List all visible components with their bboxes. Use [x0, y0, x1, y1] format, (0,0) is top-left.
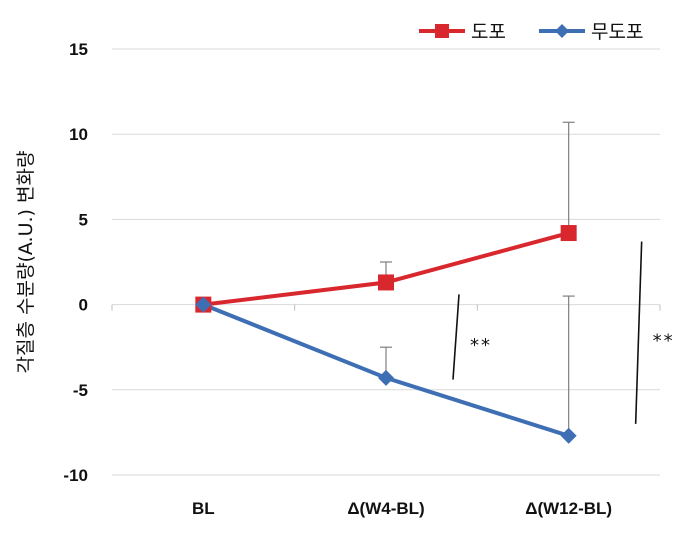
significance-label: ** [470, 335, 492, 356]
legend-label: 도포 [471, 21, 506, 43]
x-tick-label: Δ(W4-BL) [347, 499, 424, 518]
x-tick-label: Δ(W12-BL) [525, 499, 612, 518]
y-tick-label: 0 [79, 296, 88, 315]
significance-label: ** [653, 331, 675, 352]
data-point-diamond [378, 369, 394, 386]
x-tick-labels: BL Δ(W4-BL) Δ(W12-BL) [192, 499, 612, 518]
y-axis-title: 각질층 수분량(A.U.) 변화량 [15, 151, 37, 374]
legend-square-icon [435, 24, 449, 38]
y-tick-label: 10 [69, 125, 88, 144]
data-point-diamond [560, 427, 577, 444]
y-tick-label: -10 [63, 466, 88, 485]
data-point-square [378, 274, 394, 291]
y-tick-label: 15 [69, 40, 88, 59]
significance-bracket [452, 294, 460, 380]
legend: 도포 무도포 [419, 21, 643, 43]
data-point-diamond [195, 296, 212, 313]
y-tick-labels: 15 10 5 0 -5 -10 [63, 40, 88, 485]
significance-annotations: ** ** [452, 241, 675, 424]
x-tick-label: BL [192, 499, 215, 518]
y-tick-label: 5 [79, 210, 88, 229]
series-markers [195, 225, 577, 444]
legend-label: 무도포 [591, 21, 643, 43]
legend-diamond-icon [555, 24, 569, 38]
data-point-square [560, 225, 577, 242]
y-tick-label: -5 [73, 381, 88, 400]
error-bars [380, 121, 575, 436]
significance-bracket [634, 241, 643, 424]
